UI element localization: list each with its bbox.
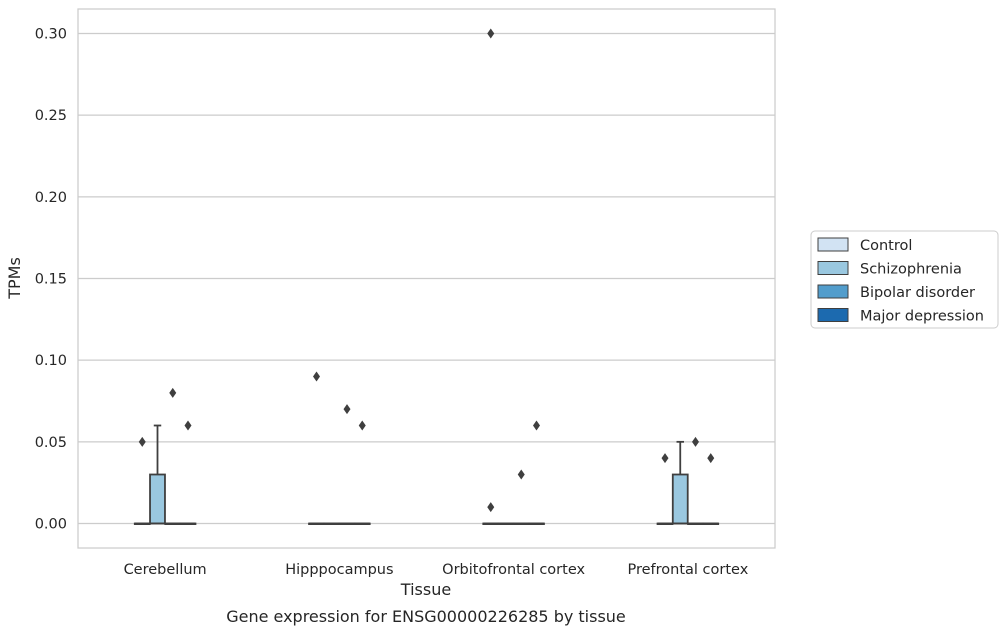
- x-tick-labels: Cerebellum Hipppocampus Orbitofrontal cort…: [124, 562, 749, 578]
- legend-label: Major depression: [860, 309, 984, 325]
- x-axis-label: Tissue: [400, 580, 451, 599]
- outlier-point: [707, 453, 715, 464]
- outlier-point: [691, 436, 699, 447]
- legend-swatch: [817, 284, 849, 299]
- legend-swatch: [817, 237, 849, 252]
- legend: Control Schizophrenia Bipolar disorder Majo…: [810, 230, 999, 329]
- box-major-depression: [702, 453, 720, 526]
- legend-label: Bipolar disorder: [860, 285, 975, 301]
- y-tick-label: 0.30: [35, 27, 67, 43]
- box-major-depression: [528, 420, 545, 526]
- box-schizophrenia: [323, 522, 341, 526]
- y-tick-label: 0.15: [35, 272, 67, 288]
- y-tick-label: 0.20: [35, 190, 67, 206]
- box-major-depression: [353, 420, 371, 526]
- box-group-hipppocampus: [308, 371, 371, 526]
- y-tick-label: 0.00: [35, 517, 67, 533]
- legend-items: Control Schizophrenia Bipolar disorder Majo…: [817, 237, 984, 325]
- outlier-point: [169, 387, 177, 398]
- outlier-point: [138, 436, 146, 447]
- box-schizophrenia: [671, 440, 689, 525]
- box-bipolar-disorder: [338, 404, 356, 526]
- legend-swatch: [817, 261, 849, 275]
- y-tick-label: 0.25: [35, 108, 67, 124]
- box-control: [482, 28, 500, 526]
- legend-entry-schizophrenia: Schizophrenia: [817, 261, 962, 278]
- box-group-orbitofrontal-cortex: [482, 28, 545, 526]
- outlier-point: [487, 28, 495, 39]
- outlier-point: [517, 469, 525, 480]
- outlier-point: [358, 420, 366, 431]
- y-tick-label: 0.05: [35, 435, 67, 451]
- outlier-point: [487, 502, 495, 513]
- x-tick-label: Cerebellum: [124, 562, 207, 578]
- outlier-point: [184, 420, 192, 431]
- legend-frame: [810, 230, 999, 329]
- legend-entry-bipolar-disorder: Bipolar disorder: [817, 284, 975, 301]
- box-control: [656, 453, 674, 526]
- legend-swatch: [817, 308, 849, 322]
- y-axis-label: TPMs: [5, 257, 24, 300]
- box-group-prefrontal-cortex: [656, 436, 720, 526]
- box-schizophrenia: [497, 522, 515, 526]
- y-tick-label: 0.10: [35, 353, 67, 369]
- outlier-point: [661, 453, 669, 464]
- box-schizophrenia: [149, 424, 166, 525]
- chart-title: Gene expression for ENSG00000226285 by t…: [226, 607, 626, 626]
- legend-entry-major-depression: Major depression: [817, 308, 984, 325]
- legend-label: Schizophrenia: [860, 262, 962, 278]
- box-group-cerebellum: [133, 387, 197, 526]
- legend-label: Control: [860, 238, 912, 254]
- box-major-depression: [179, 420, 197, 526]
- box-control: [308, 371, 325, 526]
- outlier-point: [532, 420, 540, 431]
- x-tick-label: Hipppocampus: [285, 562, 393, 578]
- outlier-point: [313, 371, 321, 382]
- legend-entry-control: Control: [817, 237, 912, 254]
- box-groups: [133, 28, 720, 526]
- x-tick-label: Prefrontal cortex: [627, 562, 748, 578]
- box-body: [149, 473, 166, 525]
- box-body: [671, 473, 689, 525]
- plot-frame: [77, 8, 776, 549]
- y-tick-labels: 0.00 0.05 0.10 0.15 0.20 0.25 0.30: [35, 27, 67, 533]
- box-control: [133, 436, 151, 526]
- outlier-point: [343, 404, 351, 415]
- x-tick-label: Orbitofrontal cortex: [442, 562, 585, 578]
